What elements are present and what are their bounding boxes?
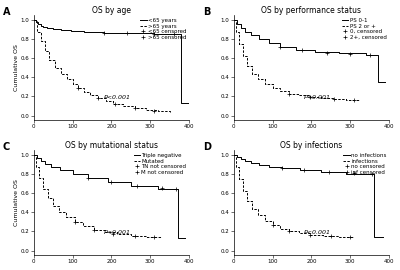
Title: OS by mutational status: OS by mutational status bbox=[65, 141, 158, 150]
Legend: no infections, infections, no censored, inf censored: no infections, infections, no censored, … bbox=[343, 153, 386, 175]
Y-axis label: Cumulative OS: Cumulative OS bbox=[14, 44, 20, 91]
Y-axis label: Cumulative OS: Cumulative OS bbox=[14, 179, 20, 226]
Title: OS by performance status: OS by performance status bbox=[262, 6, 362, 15]
Text: P<0.001: P<0.001 bbox=[304, 230, 331, 235]
Legend: PS 0-1, PS 2 or +, 0, censored, 2+, censored: PS 0-1, PS 2 or +, 0, censored, 2+, cens… bbox=[342, 18, 386, 40]
Title: OS by infections: OS by infections bbox=[280, 141, 342, 150]
Title: OS by age: OS by age bbox=[92, 6, 131, 15]
Text: C: C bbox=[3, 142, 10, 152]
Text: P<0.001: P<0.001 bbox=[104, 230, 131, 235]
Legend: <65 years, >65 years, <65 censored, >65 censored: <65 years, >65 years, <65 censored, >65 … bbox=[140, 18, 186, 40]
Text: A: A bbox=[3, 7, 10, 17]
Text: D: D bbox=[203, 142, 211, 152]
Text: P<0.001: P<0.001 bbox=[304, 95, 331, 100]
Legend: Triple negative, Mutated, TN not censored, M not censored: Triple negative, Mutated, TN not censore… bbox=[134, 153, 186, 175]
Text: P<0.001: P<0.001 bbox=[104, 95, 131, 100]
Text: B: B bbox=[203, 7, 210, 17]
